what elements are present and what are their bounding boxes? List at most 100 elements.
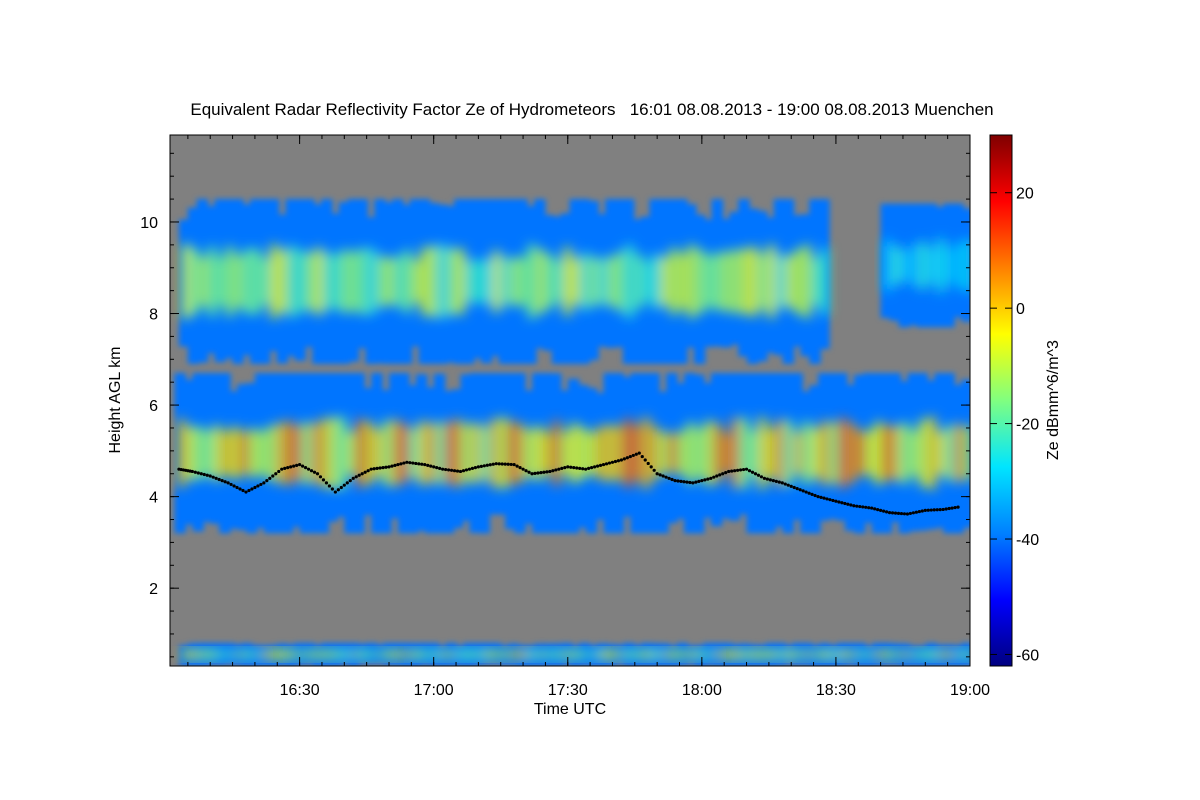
echo-region-0	[178, 199, 830, 364]
x-tick-label: 17:00	[414, 682, 454, 699]
melting-layer-point	[595, 464, 600, 468]
melting-layer-point	[697, 479, 701, 483]
melting-layer-point	[616, 459, 621, 463]
melting-layer-point	[744, 467, 749, 471]
melting-layer-point	[846, 502, 850, 506]
echo-region-1	[880, 203, 970, 328]
melting-layer-point	[724, 470, 728, 475]
melting-layer-point	[488, 463, 492, 467]
melting-layer-point	[292, 464, 296, 468]
melting-layer-point	[735, 468, 740, 472]
melting-layer-point	[345, 481, 349, 485]
melting-layer-point	[649, 465, 653, 469]
melting-layer-point	[703, 478, 707, 482]
melting-layer-point	[485, 463, 489, 467]
melting-layer-point	[879, 508, 883, 512]
melting-layer-point	[816, 495, 820, 499]
melting-layer-point	[682, 480, 686, 484]
melting-layer-point	[277, 469, 281, 474]
melting-layer-point	[676, 479, 680, 483]
melting-layer-point	[929, 508, 933, 512]
melting-layer-point	[491, 462, 495, 466]
melting-layer-point	[366, 469, 370, 473]
x-tick-label: 18:30	[816, 682, 856, 699]
melting-layer-point	[750, 470, 755, 474]
melting-layer-point	[652, 468, 656, 472]
melting-layer-point	[226, 481, 230, 485]
melting-layer-point	[467, 467, 472, 471]
melting-layer-point	[804, 490, 808, 494]
melting-layer-point	[241, 488, 245, 493]
melting-layer-point	[426, 463, 430, 467]
melting-layer-point	[783, 482, 787, 486]
melting-layer-point	[610, 460, 615, 464]
melting-layer-point	[438, 466, 442, 471]
melting-layer-point	[369, 467, 373, 471]
melting-layer-point	[265, 479, 269, 483]
melting-layer-series	[177, 451, 960, 516]
melting-layer-point	[953, 506, 957, 510]
melting-layer-point	[384, 465, 388, 469]
melting-layer-point	[706, 477, 710, 481]
y-tick-label: 2	[149, 581, 158, 598]
melting-layer-point	[893, 511, 898, 515]
melting-layer-point	[494, 462, 498, 466]
melting-layer-point	[825, 497, 829, 501]
melting-layer-point	[712, 475, 716, 479]
melting-layer-point	[208, 474, 212, 478]
melting-layer-point	[789, 484, 793, 488]
melting-layer-point	[575, 466, 579, 470]
melting-layer-point	[444, 467, 448, 472]
colorbar-tick-label: -20	[1016, 417, 1039, 434]
melting-layer-point	[852, 504, 856, 508]
melting-layer-point	[566, 465, 570, 469]
melting-layer-point	[768, 478, 772, 482]
melting-layer-point	[518, 466, 522, 470]
melting-layer-point	[298, 462, 302, 467]
melting-layer-point	[578, 466, 582, 471]
melting-layer-point	[509, 462, 513, 467]
melting-layer-point	[932, 508, 936, 512]
melting-layer-point	[685, 480, 689, 484]
melting-layer-point	[667, 476, 671, 480]
melting-layer-point	[300, 464, 305, 468]
melting-layer-point	[664, 475, 668, 479]
melting-layer-point	[834, 499, 838, 503]
melting-layer-point	[211, 475, 215, 479]
x-tick-label: 18:00	[682, 682, 722, 699]
melting-layer-point	[607, 461, 612, 465]
melting-layer-point	[884, 510, 889, 514]
melting-layer-point	[688, 480, 692, 485]
melting-layer-point	[858, 504, 862, 509]
melting-layer-point	[268, 476, 272, 480]
y-axis-label: Height AGL km	[107, 346, 124, 453]
y-tick-label: 6	[149, 398, 158, 415]
colorbar: -60 -40 -20 0 20	[989, 134, 1039, 667]
melting-layer-point	[244, 490, 248, 494]
melting-layer-point	[530, 472, 534, 476]
melting-layer-point	[801, 489, 805, 493]
melting-layer-point	[295, 463, 299, 467]
melting-layer-point	[679, 479, 683, 483]
melting-layer-point	[429, 464, 433, 468]
melting-layer-point	[202, 472, 206, 477]
melting-layer-point	[613, 459, 618, 464]
echo-region-2	[174, 373, 970, 534]
melting-layer-point	[911, 511, 915, 515]
x-tick-label: 16:30	[280, 682, 320, 699]
melting-layer-point	[339, 485, 343, 490]
melting-layer-point	[637, 451, 641, 455]
melting-layer-point	[396, 462, 400, 467]
melting-layer-point	[557, 467, 561, 471]
melting-layer-point	[887, 511, 892, 515]
melting-layer-point	[205, 473, 209, 477]
melting-layer-point	[253, 485, 257, 490]
melting-layer-point	[658, 473, 662, 477]
melting-layer-point	[730, 469, 734, 473]
melting-layer-point	[643, 458, 647, 462]
melting-layer-point	[917, 509, 921, 514]
chart-title: Equivalent Radar Reflectivity Factor Ze …	[190, 100, 993, 119]
melting-layer-point	[220, 479, 224, 483]
melting-layer-point	[342, 483, 346, 487]
melting-layer-point	[896, 511, 901, 515]
